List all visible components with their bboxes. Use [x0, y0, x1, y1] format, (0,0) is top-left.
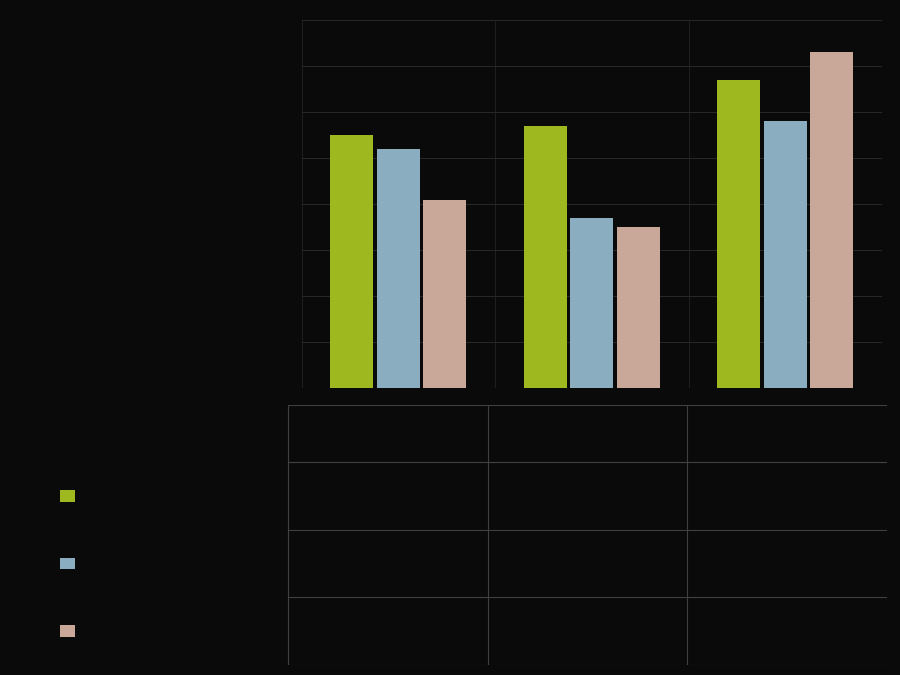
Bar: [330, 135, 374, 388]
Bar: [59, 558, 75, 570]
Bar: [810, 53, 853, 388]
Bar: [524, 126, 567, 388]
Bar: [616, 227, 660, 388]
Bar: [571, 218, 613, 388]
Bar: [764, 122, 806, 388]
Bar: [717, 80, 760, 388]
Bar: [59, 490, 75, 502]
Bar: [59, 625, 75, 637]
Bar: [423, 200, 466, 388]
Bar: [377, 149, 419, 388]
Bar: [288, 405, 886, 665]
